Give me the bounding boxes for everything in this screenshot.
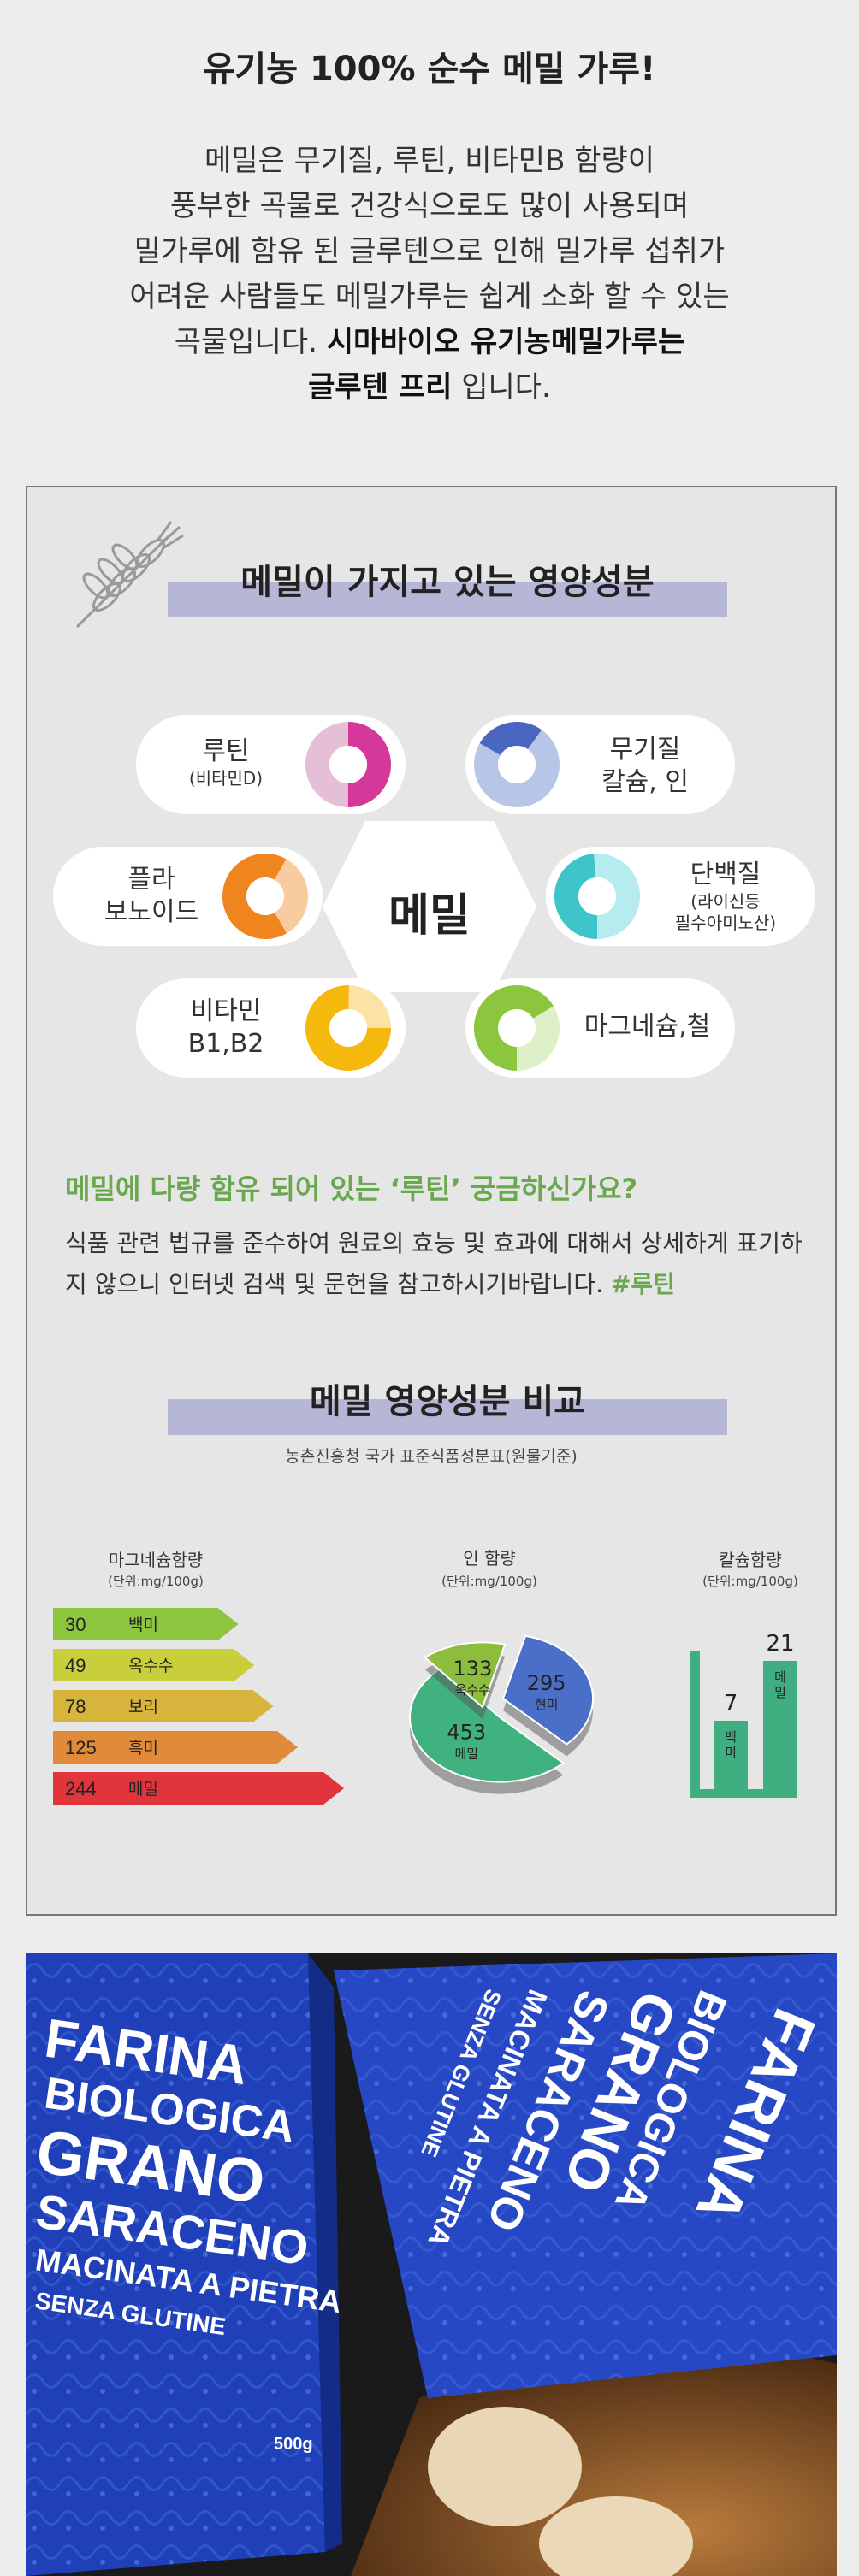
bar-value-label: 244 bbox=[65, 1778, 97, 1799]
intro-line: 글루텐 프리 입니다. bbox=[0, 365, 859, 411]
nutrient-sub: 칼슘, 인 bbox=[601, 766, 689, 797]
bar-value-label: 7 bbox=[724, 1691, 738, 1716]
bar-category-label: 흑미 bbox=[128, 1739, 158, 1758]
intro-text: 입니다. bbox=[452, 370, 551, 405]
nutrient-label: 단백질 bbox=[690, 860, 761, 889]
intro-line: 곡물입니다. 시마바이오 유기농메밀가루는 bbox=[0, 320, 859, 365]
intro-line: 어려운 사람들도 메밀가루는 쉽게 소화 할 수 있는 bbox=[129, 280, 730, 314]
bag-weight: 500g bbox=[274, 2435, 313, 2454]
product-photo-illustration: FARINA BIOLOGICA GRANO SARACENO MACINATA… bbox=[26, 1953, 837, 2576]
nutrient-rutin: 루틴 (비타민D) bbox=[136, 715, 406, 814]
bar-mark bbox=[53, 1690, 274, 1722]
bar-mark bbox=[53, 1608, 239, 1640]
nutrient-sub: 필수아미노산) bbox=[674, 912, 777, 933]
intro-text: 곡물입니다. bbox=[174, 325, 327, 359]
bar-value-label: 21 bbox=[766, 1631, 794, 1657]
section-title-bar bbox=[168, 1399, 727, 1435]
nutrient-label: 루틴 bbox=[202, 736, 250, 766]
donut-rutin-icon bbox=[305, 722, 391, 807]
bar-value-label: 125 bbox=[65, 1737, 97, 1758]
bar-value-label: 30 bbox=[65, 1614, 86, 1635]
nutrient-vitamin: 비타민 B1,B2 bbox=[136, 978, 406, 1078]
intro-line: 풍부한 곡물로 건강식으로도 많이 사용되며 bbox=[169, 189, 690, 223]
nutrient-flavonoid: 플라 보노이드 bbox=[53, 847, 323, 946]
rutin-text: 식품 관련 법규를 준수하여 원료의 효능 및 효과에 대해서 상세하게 표기하… bbox=[65, 1229, 803, 1298]
pie-value-label: 133 bbox=[453, 1657, 492, 1681]
pie-value-label: 295 bbox=[527, 1671, 566, 1695]
pie-slice bbox=[409, 1666, 566, 1783]
bar-mark bbox=[53, 1772, 344, 1805]
axis-mark bbox=[690, 1789, 797, 1798]
chart-title: 칼슘함량 bbox=[719, 1550, 782, 1570]
chart-unit: (단위:mg/100g) bbox=[702, 1574, 798, 1589]
nutrient-mineral: 무기질 칼슘, 인 bbox=[465, 715, 735, 814]
nutrient-label: 마그네슘,철 bbox=[584, 1012, 711, 1042]
donut-magnesium-icon bbox=[474, 985, 560, 1071]
nutrient-sub: 보노이드 bbox=[104, 896, 199, 927]
intro-highlight: 글루텐 프리 bbox=[308, 370, 453, 405]
bar-mark bbox=[763, 1661, 797, 1789]
compare-source: 농촌진흥청 국가 표준식품성분표(원물기준) bbox=[285, 1447, 578, 1466]
pie-slice bbox=[423, 1641, 507, 1709]
intro-title: 유기농 100% 순수 메밀 가루! bbox=[203, 50, 656, 89]
bar-category-label: 백미 bbox=[128, 1616, 158, 1634]
nutrient-sub: (비타민D) bbox=[188, 767, 264, 789]
chart-title: 마그네슘함량 bbox=[108, 1550, 204, 1570]
donut-flavonoid-icon bbox=[222, 854, 308, 939]
donut-protein-icon bbox=[554, 854, 640, 939]
nutrient-sub: B1,B2 bbox=[187, 1028, 264, 1059]
nutrient-label: 플라 bbox=[127, 865, 175, 895]
rutin-question: 메밀에 다량 함유 되어 있는 ‘루틴’ 궁금하신가요? bbox=[65, 1173, 638, 1205]
center-label: 메밀 bbox=[388, 890, 471, 942]
pie-category-label: 메밀 bbox=[454, 1746, 478, 1762]
pie-value-label: 453 bbox=[447, 1721, 486, 1745]
chart-unit: (단위:mg/100g) bbox=[441, 1574, 537, 1589]
nutrient-magnesium: 마그네슘,철 bbox=[465, 978, 735, 1078]
bar-value-label: 78 bbox=[65, 1696, 86, 1717]
rutin-body: 식품 관련 법규를 준수하여 원료의 효능 및 효과에 대해서 상세하게 표기하… bbox=[65, 1223, 818, 1305]
nutrient-sub: (라이신등 bbox=[690, 890, 761, 912]
nutrient-protein: 단백질 (라이신등 필수아미노산) bbox=[546, 847, 815, 946]
axis-mark bbox=[690, 1651, 700, 1798]
intro-highlight: 시마바이오 유기농메밀가루는 bbox=[326, 325, 685, 359]
chart-unit: (단위:mg/100g) bbox=[108, 1574, 204, 1589]
compare-title: 메밀 영양성분 비교 bbox=[309, 1382, 586, 1421]
wheat-icon bbox=[75, 521, 184, 629]
bar-category-label: 보리 bbox=[128, 1698, 158, 1716]
rutin-hashtag[interactable]: #루틴 bbox=[610, 1270, 675, 1298]
pie-slice bbox=[501, 1634, 594, 1746]
pie-category-label: 현미 bbox=[535, 1697, 559, 1712]
pie-category-label: 옥수수 bbox=[455, 1682, 490, 1698]
nutrition-panel: 메밀이 가지고 있는 영양성분 메밀 루틴 (비타민D) 무기질 칼슘, 인 bbox=[26, 486, 837, 1916]
nutrient-label: 무기질 bbox=[609, 735, 681, 765]
bar-category-label: 메밀 bbox=[128, 1780, 158, 1799]
calcium-chart: 7 백 미 21 메 밀 bbox=[690, 1631, 797, 1798]
intro-line: 밀가루에 함유 된 글루텐으로 인해 밀가루 섭취가 bbox=[133, 234, 726, 269]
intro-body: 메밀은 무기질, 루틴, 비타민B 함량이 풍부한 곡물로 건강식으로도 많이 … bbox=[0, 139, 859, 411]
section-title-bar bbox=[168, 582, 727, 617]
product-photo: FARINA BIOLOGICA GRANO SARACENO MACINATA… bbox=[26, 1953, 837, 2576]
chart-title: 인 함량 bbox=[463, 1548, 516, 1569]
bar-mark bbox=[714, 1721, 748, 1789]
donut-mineral-icon bbox=[474, 722, 560, 807]
bar-mark bbox=[53, 1731, 298, 1764]
intro-line: 메밀은 무기질, 루틴, 비타민B 함량이 bbox=[204, 144, 655, 178]
bar-mark bbox=[53, 1649, 255, 1681]
magnesium-chart: 30 백미 49 옥수수 78 보리 125 흑미 244 메밀 bbox=[53, 1608, 344, 1805]
bar-value-label: 49 bbox=[65, 1655, 86, 1676]
nutrient-label: 비타민 bbox=[190, 996, 262, 1026]
donut-vitamin-icon bbox=[305, 985, 391, 1071]
center-hexagon bbox=[323, 821, 536, 992]
nutrients-title: 메밀이 가지고 있는 영양성분 bbox=[240, 563, 655, 602]
bar-category-label: 옥수수 bbox=[128, 1657, 173, 1675]
